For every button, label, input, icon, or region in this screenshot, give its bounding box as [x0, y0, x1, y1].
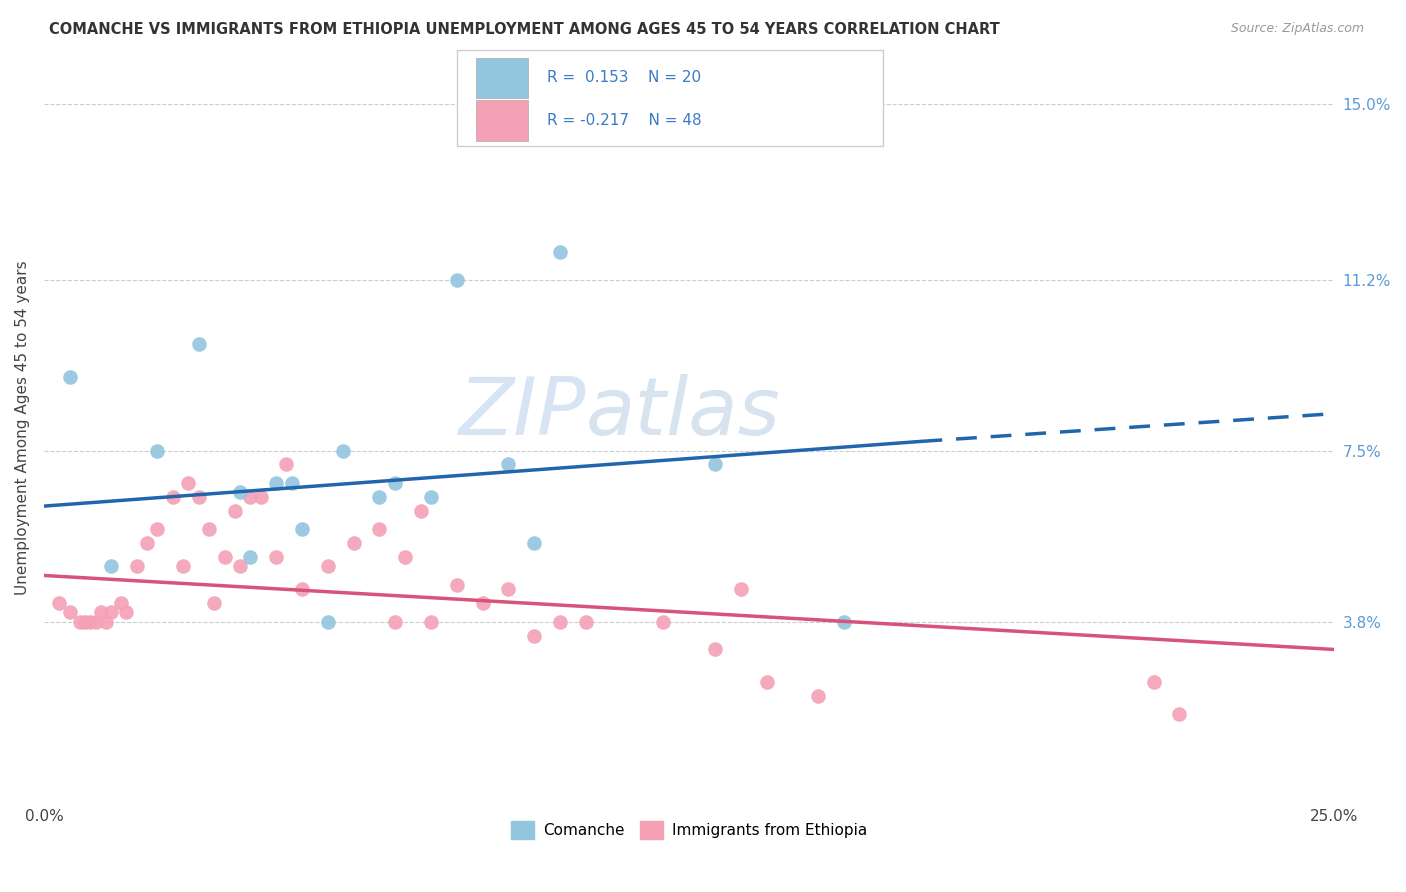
Point	[146, 443, 169, 458]
Point	[125, 559, 148, 574]
Point	[755, 674, 778, 689]
Point	[471, 596, 494, 610]
Point	[409, 504, 432, 518]
Point	[94, 615, 117, 629]
Point	[249, 490, 271, 504]
Point	[69, 615, 91, 629]
Point	[730, 582, 752, 597]
Text: R = -0.217    N = 48: R = -0.217 N = 48	[547, 113, 702, 128]
FancyBboxPatch shape	[457, 50, 883, 146]
Point	[59, 369, 82, 384]
Point	[115, 606, 138, 620]
Point	[187, 490, 209, 504]
Point	[291, 522, 314, 536]
Point	[75, 615, 97, 629]
Point	[264, 549, 287, 564]
Text: COMANCHE VS IMMIGRANTS FROM ETHIOPIA UNEMPLOYMENT AMONG AGES 45 TO 54 YEARS CORR: COMANCHE VS IMMIGRANTS FROM ETHIOPIA UNE…	[49, 22, 1000, 37]
Point	[172, 559, 194, 574]
Y-axis label: Unemployment Among Ages 45 to 54 years: Unemployment Among Ages 45 to 54 years	[15, 260, 30, 595]
Point	[187, 337, 209, 351]
Point	[420, 615, 443, 629]
Point	[239, 490, 262, 504]
Point	[332, 443, 354, 458]
Point	[224, 504, 246, 518]
Point	[100, 559, 122, 574]
Point	[280, 475, 302, 490]
Text: atlas: atlas	[586, 374, 780, 451]
Point	[84, 615, 107, 629]
Point	[832, 615, 855, 629]
Point	[446, 578, 468, 592]
Point	[229, 485, 252, 500]
FancyBboxPatch shape	[477, 58, 527, 98]
Point	[703, 642, 725, 657]
Point	[100, 606, 122, 620]
Point	[110, 596, 132, 610]
Point	[136, 536, 159, 550]
Point	[90, 606, 112, 620]
Point	[291, 582, 314, 597]
Text: ZIP: ZIP	[458, 374, 586, 451]
Point	[276, 458, 298, 472]
Point	[1143, 674, 1166, 689]
Point	[342, 536, 364, 550]
Legend: Comanche, Immigrants from Ethiopia: Comanche, Immigrants from Ethiopia	[505, 814, 873, 846]
Point	[264, 475, 287, 490]
Point	[79, 615, 101, 629]
Point	[146, 522, 169, 536]
Point	[48, 596, 70, 610]
Point	[548, 615, 571, 629]
Point	[394, 549, 416, 564]
Point	[575, 615, 598, 629]
Point	[316, 559, 339, 574]
Point	[446, 272, 468, 286]
Point	[368, 490, 391, 504]
Point	[384, 615, 406, 629]
Point	[198, 522, 221, 536]
Point	[807, 689, 830, 703]
Point	[548, 244, 571, 259]
Point	[368, 522, 391, 536]
Text: R =  0.153    N = 20: R = 0.153 N = 20	[547, 70, 702, 86]
Text: Source: ZipAtlas.com: Source: ZipAtlas.com	[1230, 22, 1364, 36]
FancyBboxPatch shape	[477, 101, 527, 141]
Point	[703, 458, 725, 472]
Point	[229, 559, 252, 574]
Point	[384, 475, 406, 490]
Point	[498, 458, 520, 472]
Point	[523, 629, 546, 643]
Point	[239, 549, 262, 564]
Point	[498, 582, 520, 597]
Point	[162, 490, 184, 504]
Point	[652, 615, 675, 629]
Point	[59, 606, 82, 620]
Point	[177, 475, 200, 490]
Point	[1168, 707, 1191, 722]
Point	[523, 536, 546, 550]
Point	[316, 615, 339, 629]
Point	[202, 596, 225, 610]
Point	[420, 490, 443, 504]
Point	[214, 549, 236, 564]
